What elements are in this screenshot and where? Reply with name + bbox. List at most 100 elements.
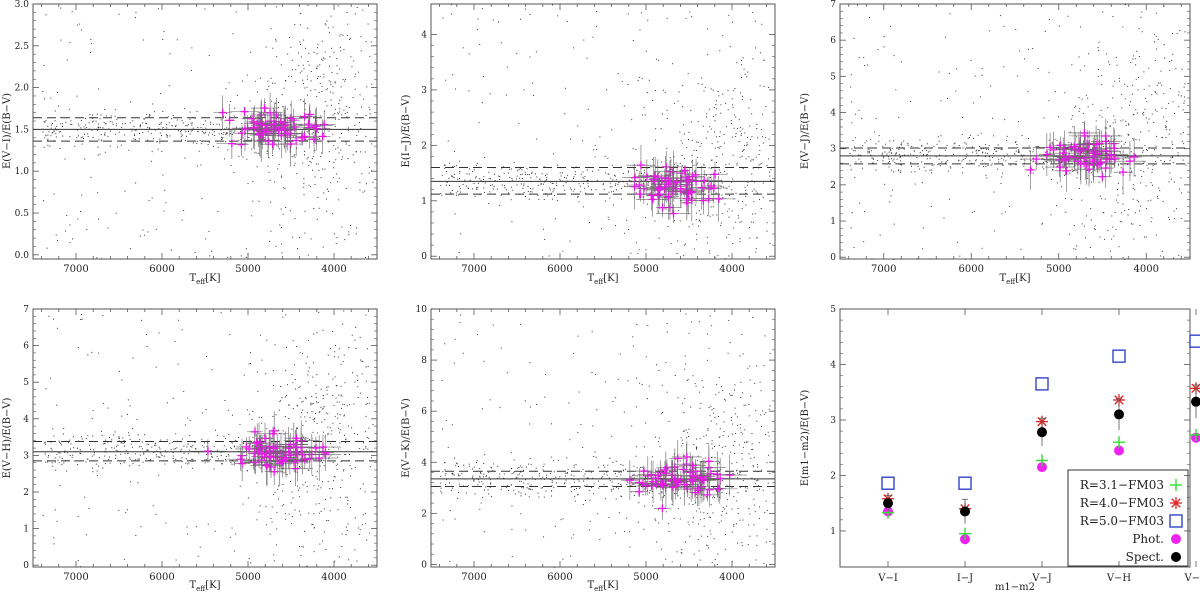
data-point — [178, 130, 180, 132]
data-point — [165, 133, 167, 135]
data-point — [285, 518, 287, 520]
data-point — [289, 210, 291, 212]
data-point — [365, 41, 367, 43]
data-point — [243, 374, 245, 376]
data-point — [66, 470, 68, 472]
data-point — [262, 113, 264, 115]
data-point — [1028, 138, 1030, 140]
data-point — [117, 146, 119, 148]
data-point — [1071, 162, 1073, 164]
data-point — [977, 154, 979, 156]
data-point — [544, 238, 546, 240]
data-point — [315, 384, 317, 386]
data-point — [154, 443, 156, 445]
data-point — [871, 258, 873, 260]
data-point — [1035, 145, 1037, 147]
data-point — [328, 141, 330, 143]
data-point — [900, 170, 902, 172]
data-point — [231, 133, 233, 135]
data-point — [364, 431, 366, 433]
data-point — [58, 462, 60, 464]
data-point — [980, 148, 982, 150]
data-point — [985, 165, 987, 167]
data-point — [756, 127, 758, 129]
data-point — [325, 549, 327, 551]
data-point — [303, 39, 305, 41]
data-point — [691, 16, 693, 18]
data-point — [282, 187, 284, 189]
data-point — [44, 98, 46, 100]
data-point — [322, 407, 324, 409]
data-point — [329, 510, 331, 512]
data-point — [1027, 91, 1029, 93]
data-point — [850, 169, 852, 171]
data-point — [322, 398, 324, 400]
data-point — [322, 481, 324, 483]
y-tick-label: 6 — [23, 342, 29, 352]
data-point — [741, 150, 743, 152]
data-point — [268, 85, 270, 87]
data-point — [308, 184, 310, 186]
data-point — [1165, 125, 1167, 127]
data-point — [457, 178, 459, 180]
data-point — [149, 114, 151, 116]
data-point — [475, 164, 477, 166]
data-point — [1178, 91, 1180, 93]
data-point — [701, 83, 703, 85]
data-point — [290, 502, 292, 504]
data-point — [171, 125, 173, 127]
data-point — [524, 173, 526, 175]
data-point — [454, 88, 456, 90]
data-point — [998, 161, 1000, 163]
data-point — [753, 221, 755, 223]
data-point — [277, 488, 279, 490]
data-point — [367, 448, 369, 450]
data-point — [332, 394, 334, 396]
data-point — [233, 445, 235, 447]
data-point — [1028, 48, 1030, 50]
data-point — [59, 456, 61, 458]
data-point — [317, 76, 319, 78]
data-point — [243, 443, 245, 445]
data-point — [733, 90, 735, 92]
data-point — [349, 454, 351, 456]
data-point — [91, 129, 93, 131]
background-stars — [42, 4, 374, 260]
data-point — [301, 546, 303, 548]
data-point — [345, 534, 347, 536]
data-point — [1138, 201, 1140, 203]
data-point — [279, 401, 281, 403]
data-point — [1018, 150, 1020, 152]
data-point — [1111, 215, 1113, 217]
data-point — [891, 147, 893, 149]
data-point — [1183, 102, 1185, 104]
data-point — [719, 50, 721, 52]
data-point — [585, 192, 587, 194]
data-point — [724, 203, 726, 205]
data-point — [1162, 136, 1164, 138]
data-point — [259, 334, 261, 336]
data-point — [268, 139, 270, 141]
data-point — [617, 73, 619, 75]
data-point — [320, 115, 322, 117]
data-point — [189, 111, 191, 113]
data-point — [1051, 143, 1053, 145]
data-point — [294, 218, 296, 220]
data-point — [939, 165, 941, 167]
data-point — [864, 65, 866, 67]
data-point — [167, 116, 169, 118]
data-point — [1078, 97, 1080, 99]
data-point — [204, 442, 206, 444]
data-point — [93, 452, 95, 454]
y-tick-label: 2.5 — [15, 42, 30, 52]
data-point — [139, 125, 141, 127]
data-point — [1016, 143, 1018, 145]
data-point — [605, 172, 607, 174]
data-point — [172, 115, 174, 117]
data-point — [694, 171, 696, 173]
data-point — [552, 198, 554, 200]
data-point — [1159, 190, 1161, 192]
data-point — [1152, 164, 1154, 166]
data-point — [718, 169, 720, 171]
